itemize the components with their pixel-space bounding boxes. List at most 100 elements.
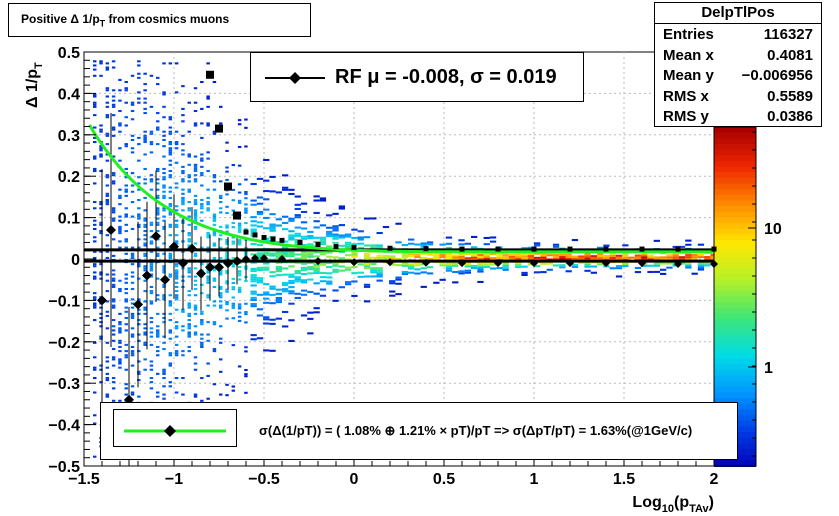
heatmap-cell — [212, 132, 217, 135]
heatmap-cell — [193, 217, 198, 220]
heatmap-cell — [156, 350, 160, 353]
heatmap-cell — [496, 267, 503, 270]
heatmap-cell — [477, 256, 484, 259]
heatmap-cell — [219, 300, 223, 303]
heatmap-cell — [408, 253, 415, 256]
heatmap-cell — [219, 341, 223, 344]
heatmap-cell — [206, 271, 210, 274]
heatmap-cell — [332, 212, 339, 215]
heatmap-cell — [338, 234, 345, 237]
heatmap-cell — [162, 207, 166, 210]
heatmap-cell — [206, 232, 210, 235]
heatmap-cell — [149, 221, 154, 224]
heatmap-cell — [452, 254, 459, 257]
heatmap-cell — [137, 312, 141, 315]
heatmap-cell — [99, 273, 103, 276]
heatmap-cell — [206, 234, 210, 237]
heatmap-cell — [174, 271, 179, 274]
heatmap-cell — [395, 222, 402, 225]
heatmap-cell — [244, 375, 248, 378]
heatmap-cell — [219, 304, 223, 307]
heatmap-cell — [143, 167, 147, 170]
heatmap-cell — [206, 169, 210, 173]
heatmap-cell — [162, 215, 166, 218]
heatmap-cell — [143, 182, 147, 185]
heatmap-cell — [124, 230, 128, 233]
heatmap-cell — [174, 273, 179, 276]
heatmap-cell — [156, 312, 160, 315]
heatmap-cell — [162, 348, 166, 351]
heatmap-cell — [502, 256, 509, 259]
heatmap-cell — [326, 272, 333, 275]
colorbar-segment — [714, 223, 756, 230]
heatmap-cell — [527, 263, 534, 266]
heatmap-cell — [571, 263, 579, 266]
heatmap-cell — [376, 231, 383, 235]
heatmap-cell — [118, 341, 122, 344]
heatmap-cell — [282, 290, 289, 293]
heatmap-cell — [395, 293, 402, 296]
heatmap-cell — [439, 253, 446, 257]
heatmap-cell — [168, 254, 173, 257]
heatmap-cell — [200, 263, 204, 266]
heatmap-cell — [225, 383, 229, 386]
heatmap-cell — [294, 214, 301, 217]
heatmap-cell — [181, 393, 185, 396]
heatmap-cell — [99, 221, 103, 224]
heatmap-cell — [130, 246, 135, 249]
heatmap-cell — [149, 364, 154, 367]
heatmap-cell — [294, 195, 301, 198]
heatmap-cell — [93, 60, 97, 63]
heatmap-cell — [99, 60, 103, 63]
heatmap-cell — [124, 323, 128, 326]
heatmap-cell — [162, 105, 166, 108]
heatmap-cell — [565, 255, 572, 258]
heatmap-cell — [326, 232, 333, 235]
heatmap-cell — [143, 368, 147, 371]
heatmap-cell — [105, 116, 110, 119]
heatmap-cell — [263, 268, 270, 271]
sigma-point — [270, 236, 276, 242]
heatmap-cell — [660, 262, 667, 265]
heatmap-cell — [641, 256, 648, 259]
heatmap-cell — [313, 226, 320, 229]
heatmap-cell — [124, 387, 128, 390]
heatmap-cell — [225, 290, 229, 293]
sigma-points — [206, 70, 717, 252]
heatmap-cell — [162, 178, 166, 181]
heatmap-cell — [105, 194, 110, 197]
heatmap-cell — [174, 223, 179, 226]
heatmap-cell — [540, 252, 547, 255]
heatmap-cell — [137, 360, 141, 363]
heatmap-cell — [678, 262, 686, 265]
x-tick-label: −0.5 — [248, 471, 280, 488]
heatmap-cell — [118, 279, 122, 282]
heatmap-cell — [275, 317, 282, 320]
heatmap-cell — [697, 266, 705, 269]
heatmap-cell — [250, 224, 257, 227]
heatmap-cell — [156, 391, 160, 394]
heatmap-cell — [118, 321, 122, 324]
heatmap-cell — [111, 399, 116, 402]
heatmap-cell — [471, 246, 478, 249]
heatmap-cell — [250, 298, 257, 301]
heatmap-cell — [137, 136, 141, 139]
heatmap-cell — [149, 290, 154, 293]
x-axis-title-part: (p — [674, 494, 689, 511]
heatmap-cell — [193, 219, 198, 222]
heatmap-cell — [105, 279, 110, 282]
heatmap-cell — [345, 258, 352, 261]
heatmap-cell — [130, 354, 135, 357]
heatmap-cell — [628, 256, 635, 259]
heatmap-cell — [275, 191, 282, 194]
heatmap-cell — [275, 241, 282, 244]
heatmap-cell — [534, 242, 541, 245]
heatmap-cell — [408, 238, 415, 241]
heatmap-cell — [697, 256, 705, 259]
heatmap-cell — [231, 226, 236, 229]
stats-value: 0.0386 — [767, 108, 813, 125]
mean-point — [242, 255, 250, 263]
heatmap-cell — [99, 203, 103, 206]
heatmap-cell — [137, 333, 141, 336]
heatmap-cell — [256, 314, 264, 317]
